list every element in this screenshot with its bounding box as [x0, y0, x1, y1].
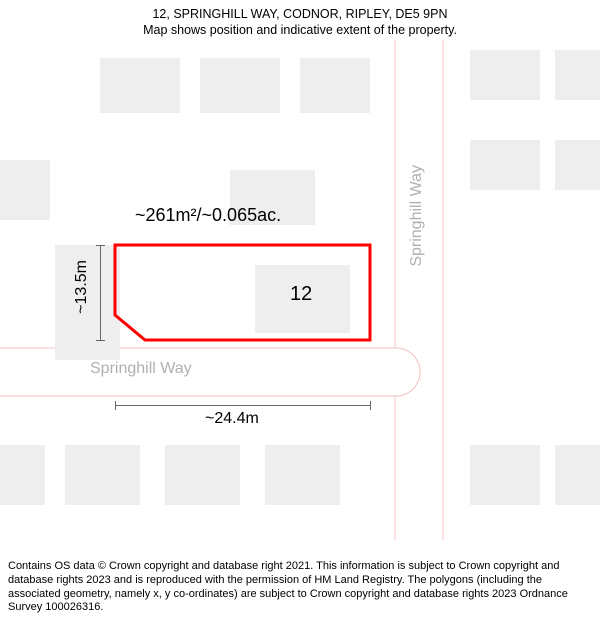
building — [470, 50, 540, 100]
building — [300, 58, 370, 113]
house-number: 12 — [290, 283, 312, 306]
building — [200, 58, 280, 113]
dim-line-horizontal — [115, 405, 370, 406]
page-title: 12, SPRINGHILL WAY, CODNOR, RIPLEY, DE5 … — [10, 6, 590, 22]
building — [470, 140, 540, 190]
page-subtitle: Map shows position and indicative extent… — [10, 22, 590, 38]
dim-tick-v-bot — [96, 340, 105, 341]
dim-line-vertical — [100, 245, 101, 340]
building — [555, 140, 600, 190]
building — [265, 445, 340, 505]
building — [0, 445, 45, 505]
building — [65, 445, 140, 505]
footer-copyright: Contains OS data © Crown copyright and d… — [0, 554, 600, 625]
building — [0, 160, 50, 220]
building — [100, 58, 180, 113]
dim-tick-v-top — [96, 245, 105, 246]
dim-tick-h-left — [115, 401, 116, 410]
height-label: ~13.5m — [73, 260, 91, 314]
building — [555, 50, 600, 100]
road-label-horizontal: Springhill Way — [90, 360, 192, 378]
building — [470, 445, 540, 505]
dim-tick-h-right — [370, 401, 371, 410]
map-canvas: Springhill Way Springhill Way ~261m²/~0.… — [0, 40, 600, 540]
header: 12, SPRINGHILL WAY, CODNOR, RIPLEY, DE5 … — [0, 0, 600, 43]
building — [555, 445, 600, 505]
road-label-vertical: Springhill Way — [408, 165, 426, 267]
area-label: ~261m²/~0.065ac. — [135, 205, 281, 226]
building — [165, 445, 240, 505]
width-label: ~24.4m — [205, 410, 259, 428]
